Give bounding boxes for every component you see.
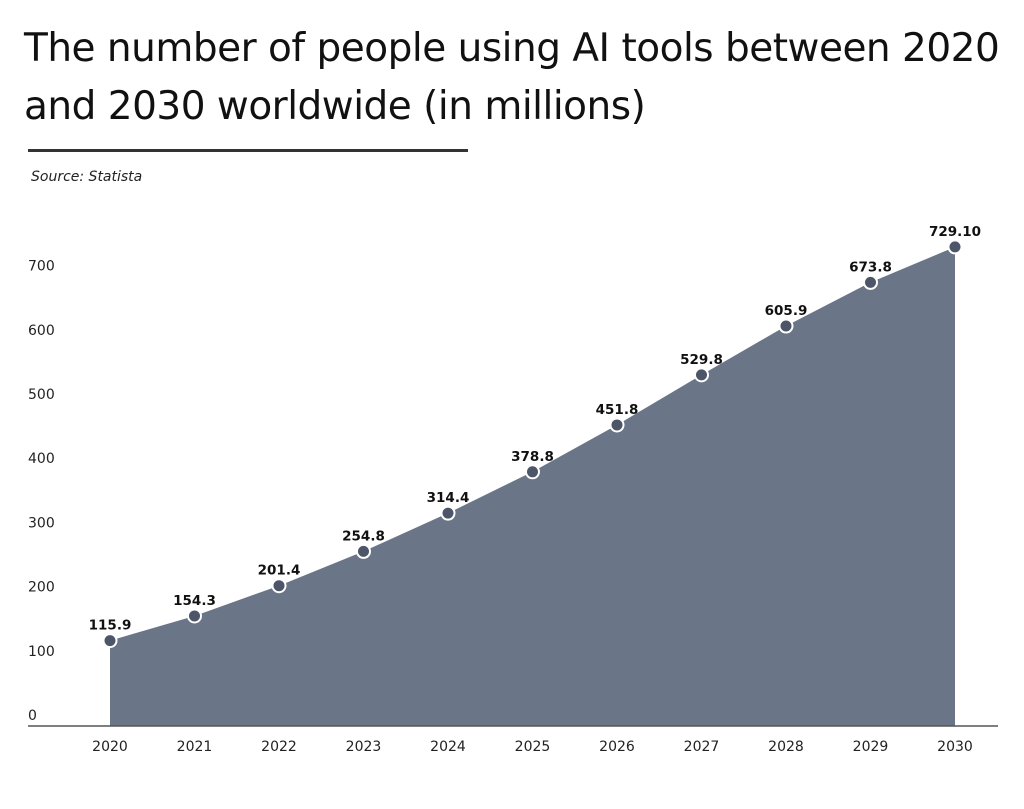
y-tick-label: 300 <box>28 515 55 531</box>
y-tick-label: 700 <box>28 259 55 275</box>
data-point-marker <box>863 274 878 290</box>
data-point-marker <box>694 367 709 383</box>
data-label: 314.4 <box>427 490 470 506</box>
x-tick-label: 2030 <box>937 739 973 755</box>
x-tick-label: 2024 <box>430 739 466 755</box>
x-tick-label: 2028 <box>768 739 804 755</box>
source-note: Source: Statista <box>31 169 143 185</box>
data-point-marker <box>356 543 371 559</box>
x-tick-label: 2023 <box>346 739 382 755</box>
data-point-marker <box>778 318 794 334</box>
x-tick-label: 2020 <box>92 739 128 755</box>
data-markers <box>102 239 963 649</box>
data-labels: 115.9 154.3 201.4 254.8 314.4 378.8 451.8 529.8… <box>89 224 981 634</box>
data-label: 201.4 <box>258 563 301 579</box>
y-tick-label: 500 <box>28 387 55 403</box>
data-label: 115.9 <box>89 618 132 634</box>
data-point-marker <box>609 417 625 433</box>
data-label: 673.8 <box>849 259 892 275</box>
x-axis-tick-labels: 2020 2021 2022 2023 2024 2025 2026 2027 2028 2029… <box>92 739 973 755</box>
x-tick-label: 2029 <box>853 739 889 755</box>
data-label: 605.9 <box>765 303 808 319</box>
x-tick-label: 2022 <box>261 739 297 755</box>
y-tick-label: 400 <box>28 451 55 467</box>
data-point-marker <box>947 239 963 255</box>
area-series <box>110 246 955 727</box>
data-point-marker <box>440 505 456 521</box>
data-label: 254.8 <box>342 528 385 544</box>
area-layer <box>110 246 955 727</box>
title-divider <box>28 149 468 152</box>
data-point-marker <box>187 608 202 624</box>
x-tick-label: 2026 <box>599 739 635 755</box>
y-tick-label: 0 <box>28 708 37 724</box>
x-tick-label: 2025 <box>515 739 551 755</box>
data-label: 378.8 <box>511 449 554 465</box>
x-tick-label: 2027 <box>684 739 720 755</box>
data-label: 451.8 <box>596 402 639 418</box>
data-label: 154.3 <box>173 593 216 609</box>
y-axis-tick-labels: 0 100 200 300 400 500 600 700 <box>28 259 55 724</box>
x-tick-label: 2021 <box>177 739 213 755</box>
data-label: 729.10 <box>929 224 981 240</box>
data-label: 529.8 <box>680 352 723 368</box>
data-point-marker <box>102 633 118 649</box>
chart-title: The number of people using AI tools betw… <box>24 26 1000 129</box>
data-point-marker <box>525 464 540 480</box>
data-point-marker <box>271 578 287 594</box>
y-tick-label: 600 <box>28 323 55 339</box>
y-tick-label: 200 <box>28 580 55 596</box>
y-tick-label: 100 <box>28 644 55 660</box>
